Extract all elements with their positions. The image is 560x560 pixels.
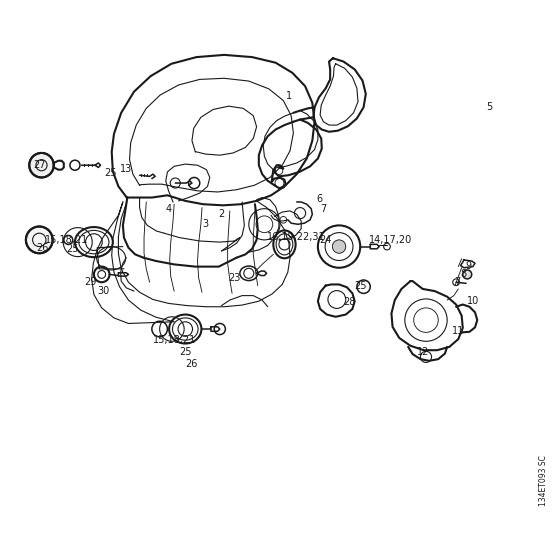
Text: 7: 7 (455, 277, 464, 287)
Text: 27: 27 (34, 160, 46, 170)
Text: 25: 25 (180, 347, 192, 357)
Text: 26: 26 (36, 242, 48, 253)
Text: 13: 13 (119, 164, 132, 174)
Text: 4: 4 (166, 204, 172, 214)
Circle shape (29, 153, 54, 178)
Text: 3: 3 (202, 220, 208, 229)
Text: 23: 23 (228, 273, 241, 283)
Circle shape (26, 226, 53, 253)
Text: 25: 25 (104, 168, 116, 178)
Text: 25: 25 (66, 244, 78, 254)
Text: 6: 6 (316, 194, 323, 204)
Circle shape (463, 270, 472, 279)
Text: 12: 12 (417, 347, 429, 357)
Text: 15,18,21: 15,18,21 (153, 335, 196, 345)
Text: 29: 29 (84, 277, 96, 287)
Text: 1: 1 (286, 91, 292, 101)
Text: 10: 10 (467, 296, 479, 306)
Text: 11: 11 (451, 326, 464, 336)
Circle shape (333, 240, 346, 253)
Text: 5: 5 (486, 102, 492, 112)
Text: 26: 26 (185, 358, 198, 368)
Text: 15,18,21: 15,18,21 (45, 235, 88, 245)
Text: 28: 28 (343, 297, 356, 307)
Text: 134ET093 SC: 134ET093 SC (539, 455, 548, 506)
Text: 7: 7 (320, 204, 326, 214)
Text: 8: 8 (460, 269, 466, 279)
Text: 2: 2 (219, 209, 225, 220)
Text: 25: 25 (354, 281, 367, 291)
Text: 14,17,20: 14,17,20 (369, 235, 412, 245)
Text: 9: 9 (465, 260, 471, 270)
Text: 24: 24 (319, 235, 332, 245)
Text: 30: 30 (97, 286, 110, 296)
Text: 16,19,22,31: 16,19,22,31 (267, 231, 325, 241)
